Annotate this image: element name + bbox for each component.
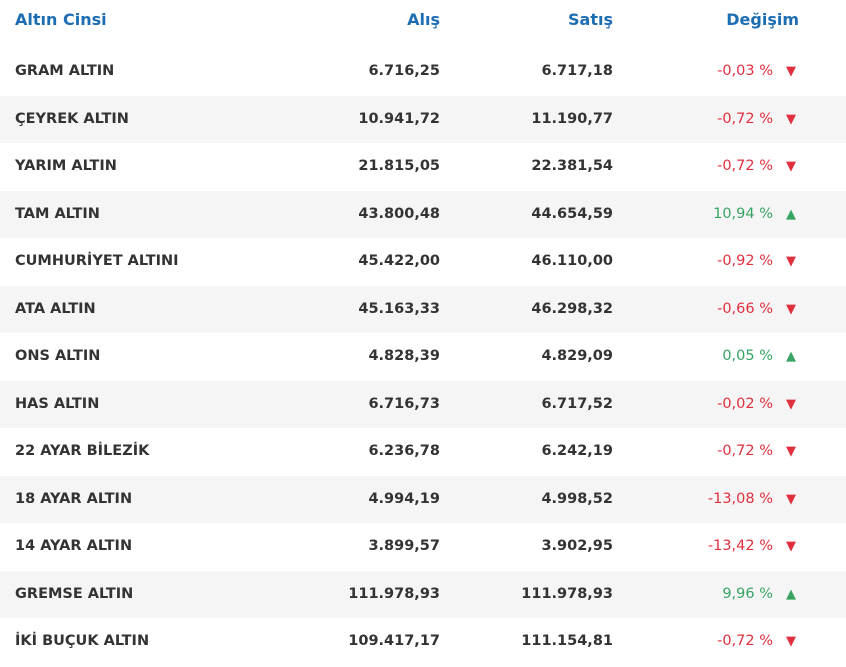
table-row: GRAM ALTIN 6.716,25 6.717,18 -0,03 % ▼	[0, 48, 846, 96]
price-cell: 3.902,95	[541, 538, 613, 554]
price-cell: 6.716,25	[368, 63, 440, 79]
change-cell: -0,92 %	[717, 253, 773, 269]
change-cell: -13,08 %	[707, 490, 773, 507]
price-cell: 44.654,59	[531, 205, 613, 222]
change-cell: -13,42 %	[707, 538, 773, 554]
table-row: İKİ BUÇUK ALTIN 109.417,17 111.154,81 -0,72…	[0, 618, 846, 666]
price-cell: 111.978,93	[348, 585, 440, 602]
price-cell: 6.236,78	[368, 443, 440, 459]
header-row: Altın Cinsi Alış Satış Değişim	[0, 0, 846, 48]
price-cell: 4.994,19	[368, 490, 440, 507]
price-cell: 4.998,52	[541, 490, 613, 507]
change-cell: -0,66 %	[717, 300, 773, 317]
price-cell: 111.154,81	[521, 633, 613, 649]
price-cell: 11.190,77	[531, 110, 613, 127]
up-arrow: ▲	[786, 349, 796, 364]
down-arrow: ▼	[786, 444, 796, 459]
price-cell: 6.716,73	[368, 395, 440, 412]
table-row: 18 AYAR ALTIN 4.994,19 4.998,52 -13,08 % ▼	[0, 475, 846, 523]
table-row: ÇEYREK ALTIN 10.941,72 11.190,77 -0,72 % ▼	[0, 95, 846, 143]
up-arrow: ▲	[786, 586, 796, 602]
change-cell: -0,72 %	[717, 110, 773, 127]
gold-type: 22 AYAR BİLEZİK	[15, 443, 150, 459]
gold-type: 14 AYAR ALTIN	[15, 538, 133, 554]
column-header: Değişim	[726, 10, 799, 29]
gold-type: GRAM ALTIN	[15, 63, 115, 79]
column-header: Alış	[407, 10, 440, 29]
column-header: Altın Cinsi	[15, 10, 107, 29]
change-cell: -0,02 %	[717, 395, 773, 412]
down-arrow: ▼	[786, 491, 796, 507]
table-row: YARIM ALTIN 21.815,05 22.381,54 -0,72 % ▼	[0, 143, 846, 191]
price-cell: 10.941,72	[358, 110, 440, 127]
down-arrow: ▼	[786, 396, 796, 412]
gold-type: ONS ALTIN	[15, 348, 101, 364]
table-row: 22 AYAR BİLEZİK 6.236,78 6.242,19 -0,72 % ▼	[0, 428, 846, 476]
price-cell: 46.298,32	[531, 300, 613, 317]
column-header: Satış	[568, 10, 613, 29]
gold-type: YARIM ALTIN	[15, 158, 117, 174]
price-cell: 46.110,00	[531, 253, 613, 269]
table-row: CUMHURİYET ALTINI 45.422,00 46.110,00 -0,92…	[0, 238, 846, 286]
change-cell: -0,03 %	[717, 63, 773, 79]
down-arrow: ▼	[786, 64, 796, 79]
price-cell: 4.829,09	[541, 348, 613, 364]
change-cell: -0,72 %	[717, 158, 773, 174]
gold-type: ÇEYREK ALTIN	[15, 110, 129, 127]
gold-type: GREMSE ALTIN	[15, 585, 134, 602]
down-arrow: ▼	[786, 634, 796, 649]
table-row: ATA ALTIN 45.163,33 46.298,32 -0,66 % ▼	[0, 285, 846, 333]
change-cell: -0,72 %	[717, 443, 773, 459]
change-cell: 0,05 %	[722, 348, 773, 364]
price-cell: 21.815,05	[358, 158, 440, 174]
table-row: GREMSE ALTIN 111.978,93 111.978,93 9,96 % ▲	[0, 570, 846, 618]
price-cell: 45.422,00	[358, 253, 440, 269]
down-arrow: ▼	[786, 539, 796, 554]
price-cell: 45.163,33	[358, 300, 440, 317]
up-arrow: ▲	[786, 206, 796, 222]
price-cell: 4.828,39	[368, 348, 440, 364]
price-cell: 6.717,52	[541, 395, 613, 412]
price-cell: 43.800,48	[358, 205, 440, 222]
gold-type: TAM ALTIN	[15, 205, 100, 222]
down-arrow: ▼	[786, 159, 796, 174]
change-cell: 10,94 %	[713, 205, 773, 222]
price-cell: 3.899,57	[368, 538, 440, 554]
gold-type: İKİ BUÇUK ALTIN	[15, 633, 150, 649]
price-cell: 111.978,93	[521, 585, 613, 602]
table-row: TAM ALTIN 43.800,48 44.654,59 10,94 % ▲	[0, 190, 846, 238]
price-cell: 6.717,18	[541, 63, 613, 79]
down-arrow: ▼	[786, 254, 796, 269]
gold-type: HAS ALTIN	[15, 395, 100, 412]
table-row: HAS ALTIN 6.716,73 6.717,52 -0,02 % ▼	[0, 380, 846, 428]
down-arrow: ▼	[786, 301, 796, 317]
price-cell: 109.417,17	[348, 633, 440, 649]
table-row: ONS ALTIN 4.828,39 4.829,09 0,05 % ▲	[0, 333, 846, 381]
gold-type: ATA ALTIN	[15, 300, 96, 317]
gold-type: 18 AYAR ALTIN	[15, 490, 133, 507]
gold-type: CUMHURİYET ALTINI	[15, 253, 179, 269]
table-row: 14 AYAR ALTIN 3.899,57 3.902,95 -13,42 % ▼	[0, 523, 846, 571]
price-cell: 6.242,19	[541, 443, 613, 459]
down-arrow: ▼	[786, 111, 796, 127]
change-cell: -0,72 %	[717, 633, 773, 649]
price-cell: 22.381,54	[531, 158, 613, 174]
change-cell: 9,96 %	[722, 585, 773, 602]
